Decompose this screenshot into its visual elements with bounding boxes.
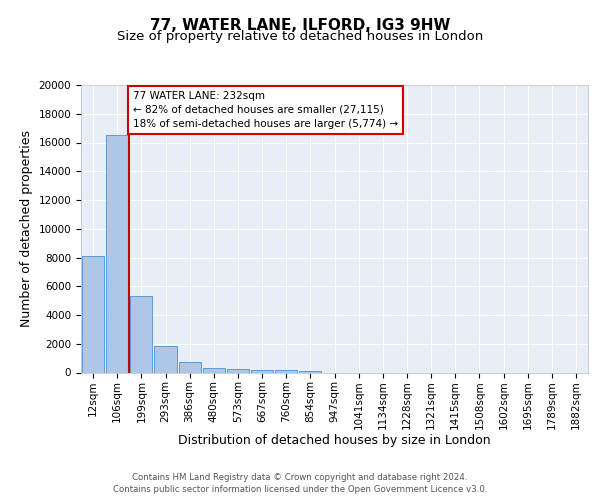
Bar <box>275 370 298 372</box>
Text: Contains HM Land Registry data © Crown copyright and database right 2024.
Contai: Contains HM Land Registry data © Crown c… <box>113 473 487 494</box>
X-axis label: Distribution of detached houses by size in London: Distribution of detached houses by size … <box>178 434 491 448</box>
Y-axis label: Number of detached properties: Number of detached properties <box>20 130 33 327</box>
Bar <box>82 256 104 372</box>
Text: 77 WATER LANE: 232sqm
← 82% of detached houses are smaller (27,115)
18% of semi-: 77 WATER LANE: 232sqm ← 82% of detached … <box>133 91 398 128</box>
Bar <box>130 296 152 372</box>
Bar <box>251 370 273 372</box>
Bar <box>203 368 225 372</box>
Text: 77, WATER LANE, ILFORD, IG3 9HW: 77, WATER LANE, ILFORD, IG3 9HW <box>150 18 450 32</box>
Bar <box>106 136 128 372</box>
Bar <box>154 346 176 372</box>
Bar <box>179 362 201 372</box>
Bar <box>299 370 322 372</box>
Bar <box>227 370 249 372</box>
Text: Size of property relative to detached houses in London: Size of property relative to detached ho… <box>117 30 483 43</box>
